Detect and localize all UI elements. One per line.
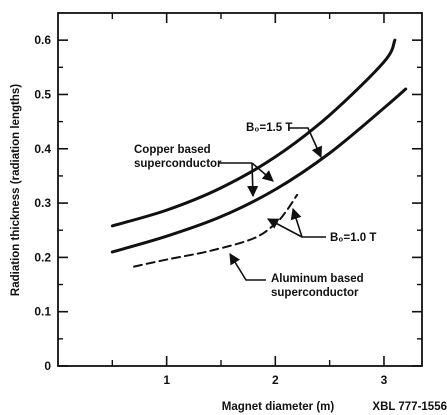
y-tick-label-2: 0.2 xyxy=(34,250,51,264)
series-line-2 xyxy=(133,193,299,268)
series-line-1 xyxy=(110,87,408,254)
x-tick-label-0: 1 xyxy=(163,373,170,387)
y-tick-label-6: 0.6 xyxy=(34,33,51,47)
annotation-aluminum-line1: Aluminum based xyxy=(271,273,364,285)
annotation-b-high: B₀=1.5 T xyxy=(246,122,292,134)
series-lines xyxy=(110,38,408,268)
y-axis-label: Radiation thickness (radiation lengths) xyxy=(10,84,22,296)
y-axis-ticks: 0 0.1 0.2 0.3 0.4 0.5 0.6 xyxy=(34,33,422,373)
b-high-leader xyxy=(288,127,322,159)
annotation-aluminum-line2: superconductor xyxy=(271,287,359,299)
x-tick-label-2: 3 xyxy=(381,373,388,387)
x-axis-label: Magnet diameter (m) xyxy=(222,401,335,413)
plot-frame xyxy=(57,12,423,367)
x-tick-label-1: 2 xyxy=(272,373,279,387)
annotation-copper-line1: Copper based xyxy=(134,144,211,156)
figure-id-label: XBL 777-1556 xyxy=(372,401,447,413)
b-low-leader-2 xyxy=(267,218,303,238)
annotation-copper-line2: superconductor xyxy=(134,158,222,170)
b-low-leader-1 xyxy=(290,207,326,238)
y-tick-label-5: 0.5 xyxy=(34,87,51,101)
copper-arrow-lower xyxy=(247,162,259,198)
x-axis-ticks: 1 2 3 xyxy=(111,13,388,387)
annotation-b-low: B₀=1.0 T xyxy=(330,232,376,244)
y-tick-label-0: 0 xyxy=(44,359,51,373)
y-tick-label-1: 0.1 xyxy=(34,305,51,319)
series-line-0 xyxy=(110,38,397,228)
copper-arrow-upper xyxy=(251,162,274,182)
y-tick-label-3: 0.3 xyxy=(34,196,51,210)
aluminum-leader xyxy=(229,253,266,281)
y-tick-label-4: 0.4 xyxy=(34,142,51,156)
